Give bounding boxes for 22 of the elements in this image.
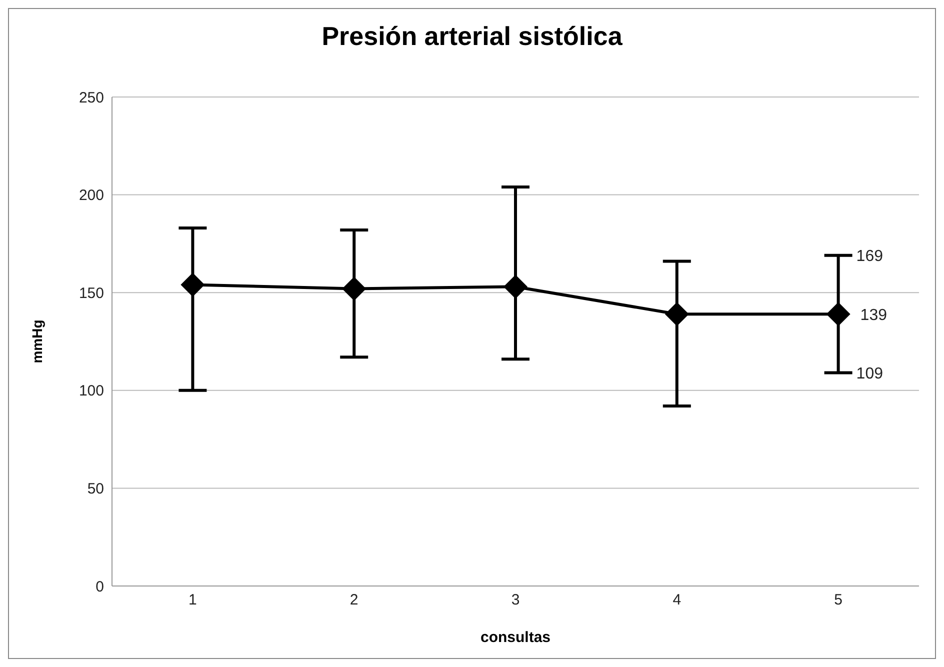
point (180, 272, 205, 297)
y-axis-title: mmHg (28, 320, 45, 364)
annotation: 109 (856, 365, 884, 382)
y-tick-label: 200 (78, 187, 104, 204)
y-tick-label: 250 (78, 89, 104, 106)
x-tick-label: 5 (834, 592, 842, 609)
y-tick-label: 0 (96, 578, 104, 596)
x-tick-label: 1 (188, 592, 197, 609)
point (826, 302, 850, 326)
y-tick-label: 100 (78, 382, 104, 400)
y-tick-label: 50 (87, 480, 104, 498)
annotation: 169 (856, 248, 884, 266)
point (342, 276, 366, 301)
chart-title: Presión arterial sistólica (320, 21, 624, 52)
point (664, 302, 689, 326)
x-tick-label: 2 (350, 592, 358, 609)
x-tick-label: 3 (511, 592, 520, 609)
y-tick-label: 150 (78, 284, 104, 302)
point (504, 274, 528, 299)
x-axis-title: consultas (480, 629, 551, 646)
data-label: 139 (860, 307, 888, 324)
x-tick-label: 4 (672, 592, 682, 609)
